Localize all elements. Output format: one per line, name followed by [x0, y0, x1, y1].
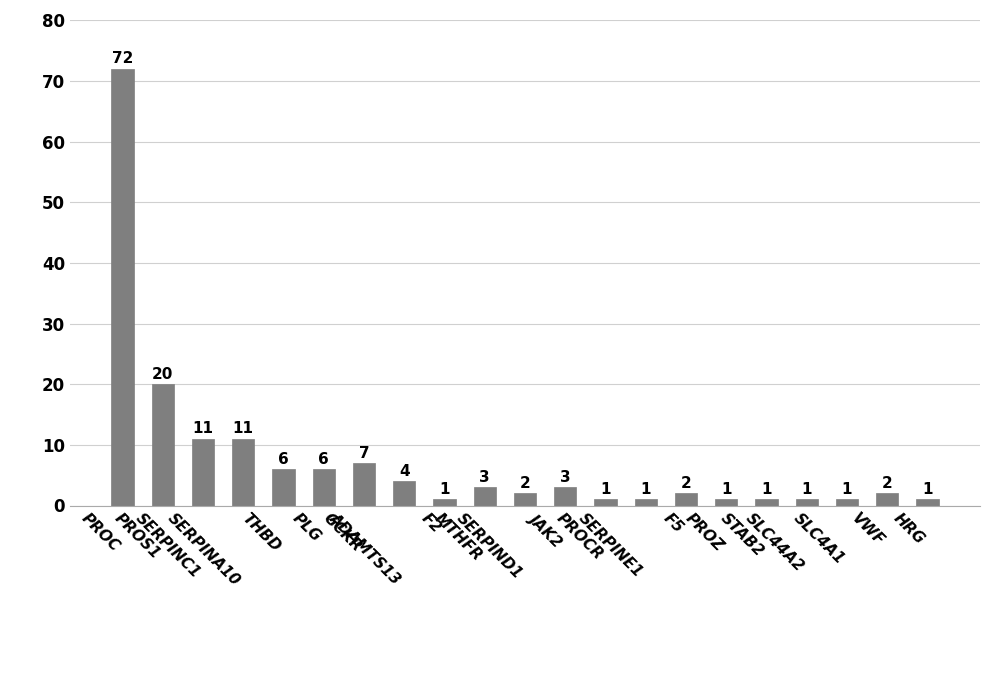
Text: 11: 11: [192, 421, 213, 436]
Bar: [272, 469, 295, 506]
Text: 1: 1: [439, 482, 450, 497]
Text: 3: 3: [479, 470, 490, 485]
Text: 72: 72: [112, 51, 133, 66]
Bar: [433, 499, 456, 506]
Text: 2: 2: [882, 476, 893, 491]
Bar: [192, 439, 214, 506]
Bar: [313, 469, 335, 506]
Text: 6: 6: [318, 452, 329, 466]
Bar: [353, 463, 375, 506]
Text: 6: 6: [278, 452, 289, 466]
Bar: [635, 499, 657, 506]
Text: 2: 2: [520, 476, 530, 491]
Text: 1: 1: [761, 482, 772, 497]
Text: 11: 11: [233, 421, 254, 436]
Text: 1: 1: [721, 482, 732, 497]
Text: 1: 1: [641, 482, 651, 497]
Bar: [715, 499, 737, 506]
Text: 20: 20: [152, 367, 173, 381]
Text: 2: 2: [681, 476, 691, 491]
Text: 1: 1: [842, 482, 852, 497]
Bar: [393, 481, 415, 506]
Bar: [876, 493, 898, 506]
Bar: [232, 439, 254, 506]
Text: 4: 4: [399, 464, 410, 479]
Bar: [152, 384, 174, 506]
Bar: [594, 499, 617, 506]
Bar: [554, 487, 576, 506]
Bar: [675, 493, 697, 506]
Text: 1: 1: [802, 482, 812, 497]
Bar: [514, 493, 536, 506]
Text: 1: 1: [922, 482, 933, 497]
Bar: [916, 499, 939, 506]
Text: 7: 7: [359, 446, 369, 460]
Bar: [755, 499, 778, 506]
Bar: [796, 499, 818, 506]
Bar: [111, 69, 134, 506]
Bar: [836, 499, 858, 506]
Bar: [474, 487, 496, 506]
Text: 3: 3: [560, 470, 571, 485]
Text: 1: 1: [600, 482, 611, 497]
